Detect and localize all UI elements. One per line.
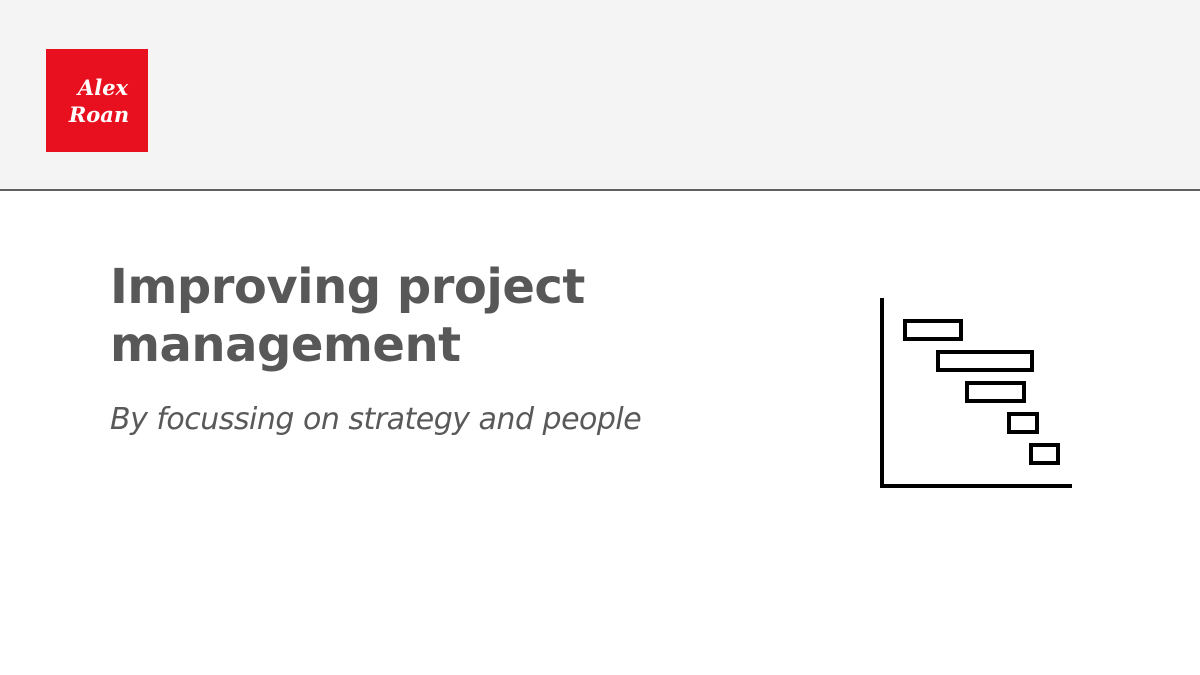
gantt-bar-2 — [936, 350, 1034, 372]
slide-subtitle: By focussing on strategy and people — [110, 402, 642, 437]
gantt-bar-5 — [1029, 443, 1060, 465]
slide-title-line-2: management — [110, 317, 461, 373]
logo-line-2: Roan — [68, 101, 130, 127]
header-bar: Alex Roan — [0, 0, 1200, 191]
gantt-bar-3 — [965, 381, 1026, 403]
logo: Alex Roan — [46, 49, 148, 152]
gantt-bar-1 — [903, 319, 963, 341]
logo-line-1: Alex — [77, 74, 129, 100]
slide-title: Improving project management — [110, 258, 730, 374]
gantt-bar-4 — [1007, 412, 1039, 434]
slide-title-line-1: Improving project — [110, 259, 585, 315]
gantt-chart-icon — [880, 298, 1072, 488]
